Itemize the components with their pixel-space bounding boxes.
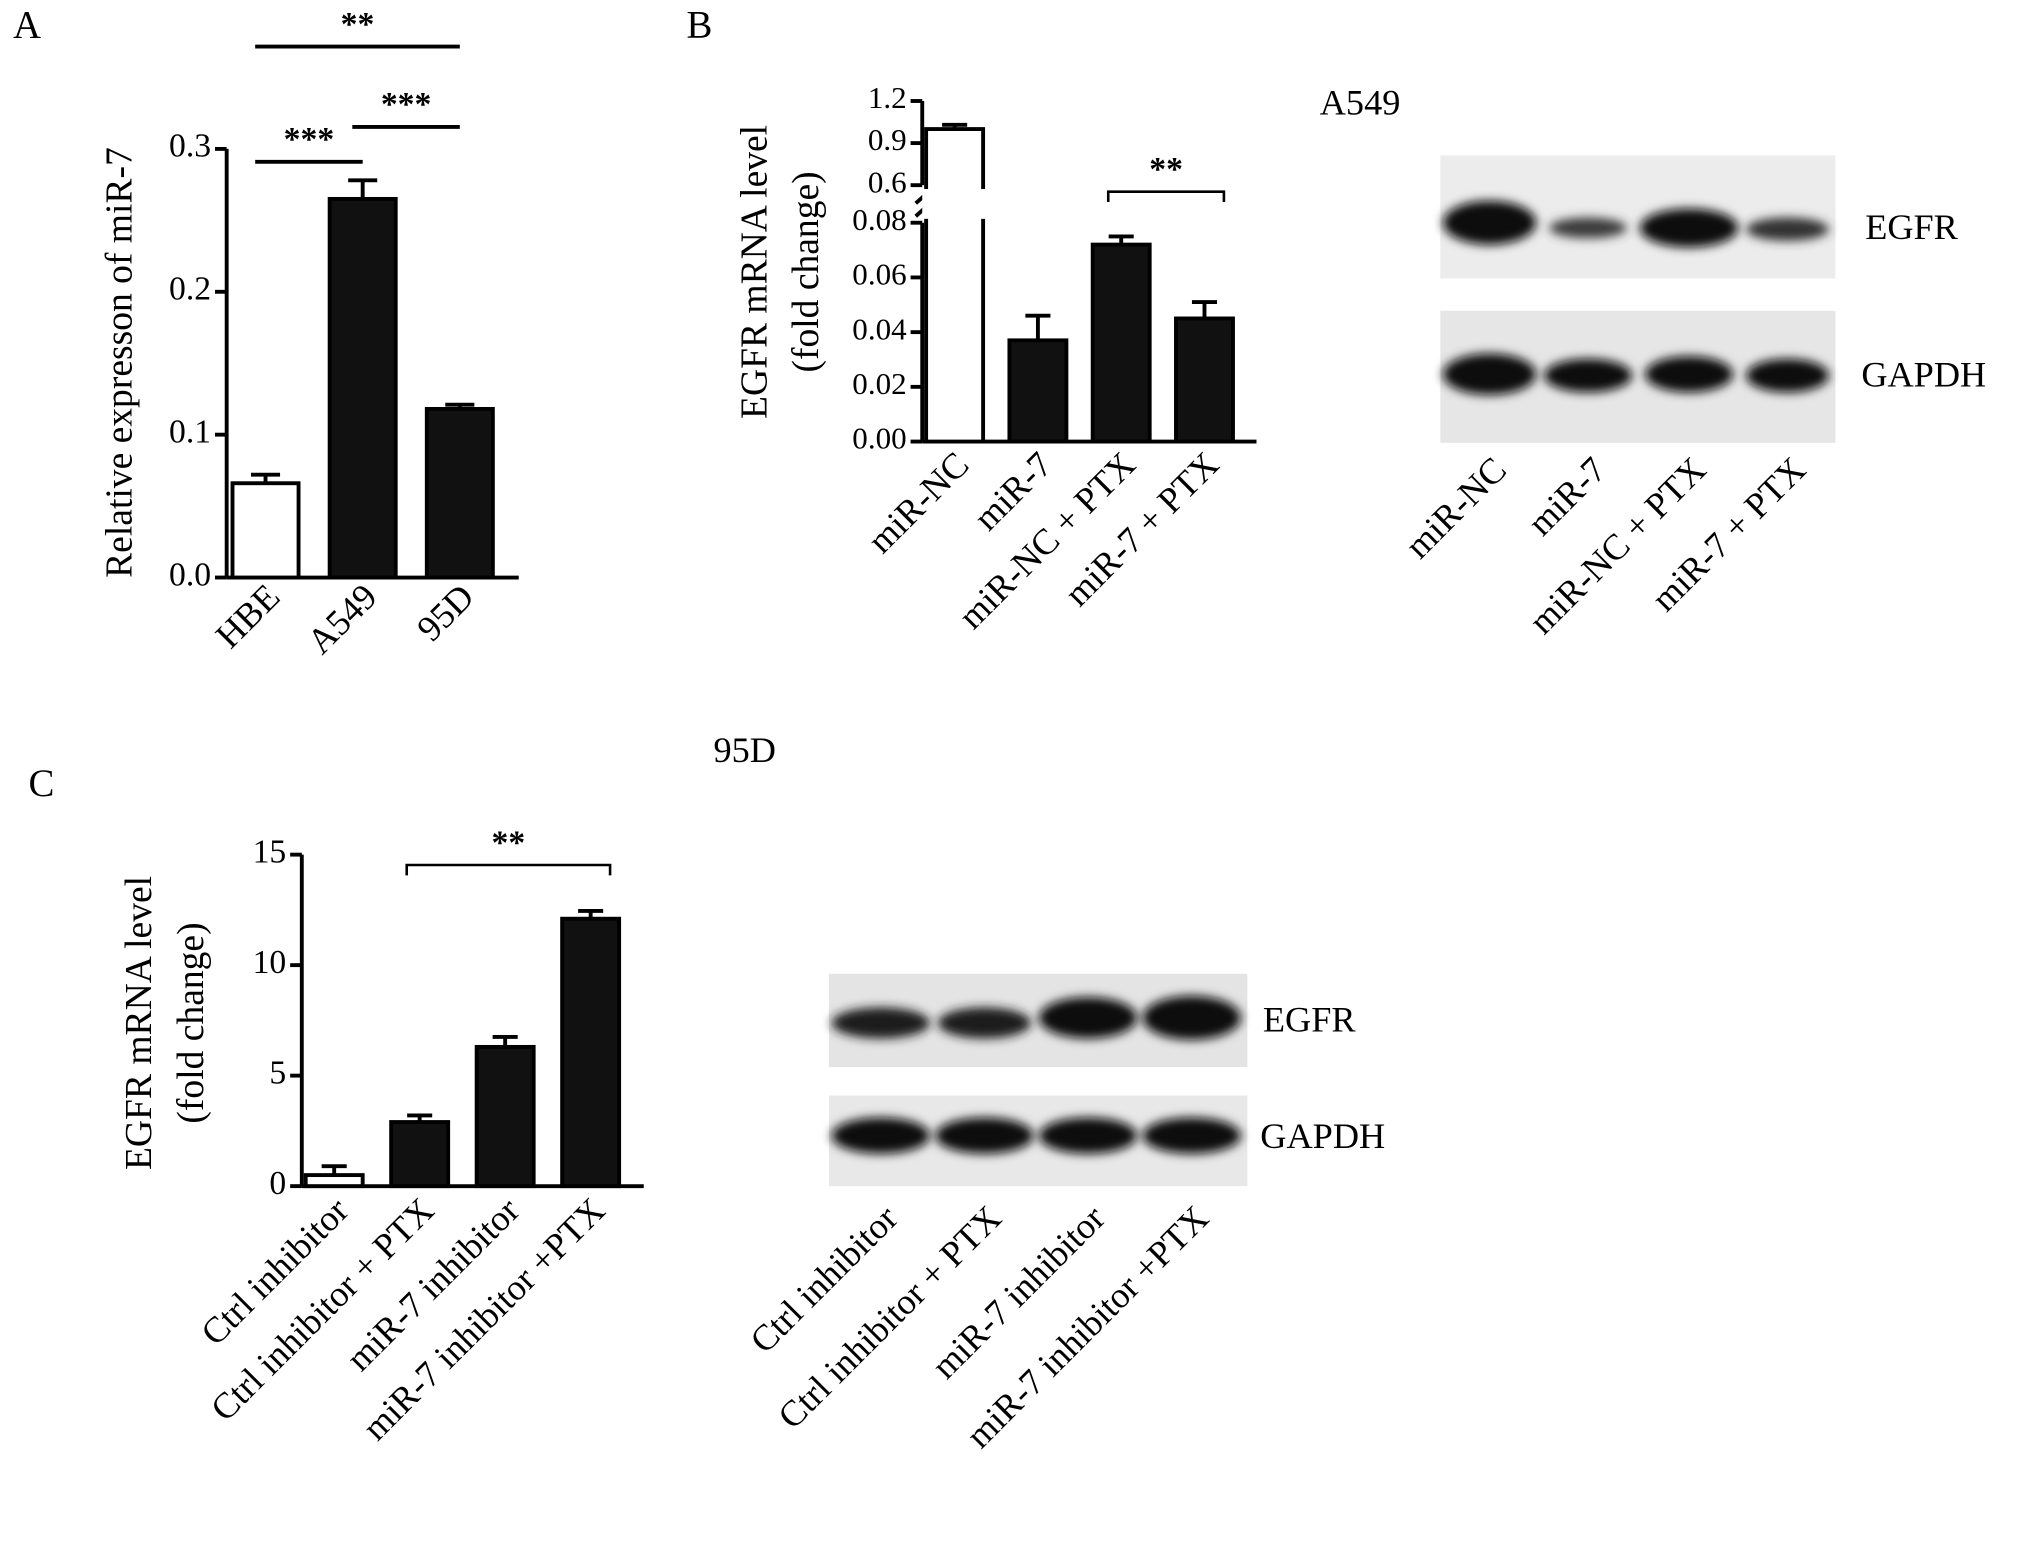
blot-title: A549	[1320, 83, 1401, 123]
y-tick-label: 0.06	[852, 257, 906, 292]
y-tick-label: 0.6	[868, 164, 907, 199]
y-tick-label: 0.1	[169, 413, 211, 450]
significance-line	[405, 863, 612, 876]
bar-break	[922, 189, 988, 219]
y-tick-label: 0.3	[169, 128, 211, 165]
error-bar	[1108, 234, 1134, 245]
error-bar	[407, 1113, 433, 1123]
y-axis-label: (fold change)	[171, 922, 212, 1123]
lane-label: miR-7	[1520, 449, 1614, 543]
error-bar	[578, 909, 604, 919]
x-tick-label: HBE	[208, 576, 288, 656]
lane-label: miR-NC	[1397, 449, 1514, 566]
x-tick-label: 95D	[409, 576, 481, 648]
y-tick-label: 1.2	[868, 80, 907, 115]
y-tick-label: 0.00	[852, 421, 906, 456]
y-axis-label: Relative expresson of miR-7	[100, 147, 141, 578]
bar	[1090, 242, 1152, 444]
significance-label: **	[341, 6, 375, 43]
significance-label: ***	[381, 86, 431, 123]
y-tick-label: 0.08	[852, 202, 906, 237]
band-label: EGFR	[1865, 207, 1958, 247]
bar	[230, 481, 301, 580]
bar	[303, 1173, 365, 1189]
y-tick-label: 0.2	[169, 271, 211, 308]
y-tick-label: 0.02	[852, 366, 906, 401]
y-tick-label: 0	[269, 1165, 286, 1202]
bar	[327, 196, 398, 580]
blot-title: 95D	[714, 730, 776, 770]
y-axis-label: EGFR mRNA level	[119, 876, 160, 1170]
panel-label: B	[686, 3, 712, 46]
significance-label: **	[1149, 151, 1183, 188]
y-tick-label: 0.04	[852, 311, 907, 346]
bar	[1007, 338, 1069, 444]
significance-line	[1106, 190, 1226, 203]
error-bar	[492, 1035, 518, 1047]
bar	[924, 205, 986, 444]
band-label: EGFR	[1263, 999, 1356, 1039]
blot-image	[1440, 155, 1836, 443]
bar	[424, 406, 495, 580]
bar	[560, 916, 622, 1189]
error-bar	[348, 178, 378, 199]
y-tick-label: 0.0	[169, 556, 211, 593]
panel-label: C	[28, 762, 54, 805]
error-bar	[942, 122, 968, 130]
bar	[1174, 316, 1235, 444]
error-bar	[1191, 300, 1218, 319]
bar	[474, 1044, 536, 1189]
y-axis-label: EGFR mRNA level	[734, 125, 775, 419]
band-label: GAPDH	[1861, 354, 1986, 394]
bar	[389, 1120, 451, 1189]
significance-label: ***	[284, 121, 334, 158]
x-tick-label: miR-NC	[860, 444, 977, 561]
y-tick-label: 10	[253, 944, 287, 981]
error-bar	[321, 1164, 347, 1176]
panel-label: A	[13, 3, 41, 46]
significance-label: **	[492, 824, 526, 861]
y-tick-label: 5	[269, 1054, 286, 1091]
y-tick-label: 15	[253, 833, 287, 870]
error-bar	[445, 402, 475, 409]
y-tick-label: 0.9	[868, 122, 907, 157]
blot-image	[828, 973, 1248, 1187]
x-tick-label: A549	[299, 576, 384, 661]
error-bar	[250, 472, 281, 484]
lane-label: miR-NC + PTX	[1521, 449, 1713, 641]
band-label: GAPDH	[1260, 1116, 1385, 1156]
bar	[924, 127, 986, 203]
y-axis-label: (fold change)	[786, 171, 827, 372]
error-bar	[1025, 313, 1051, 341]
